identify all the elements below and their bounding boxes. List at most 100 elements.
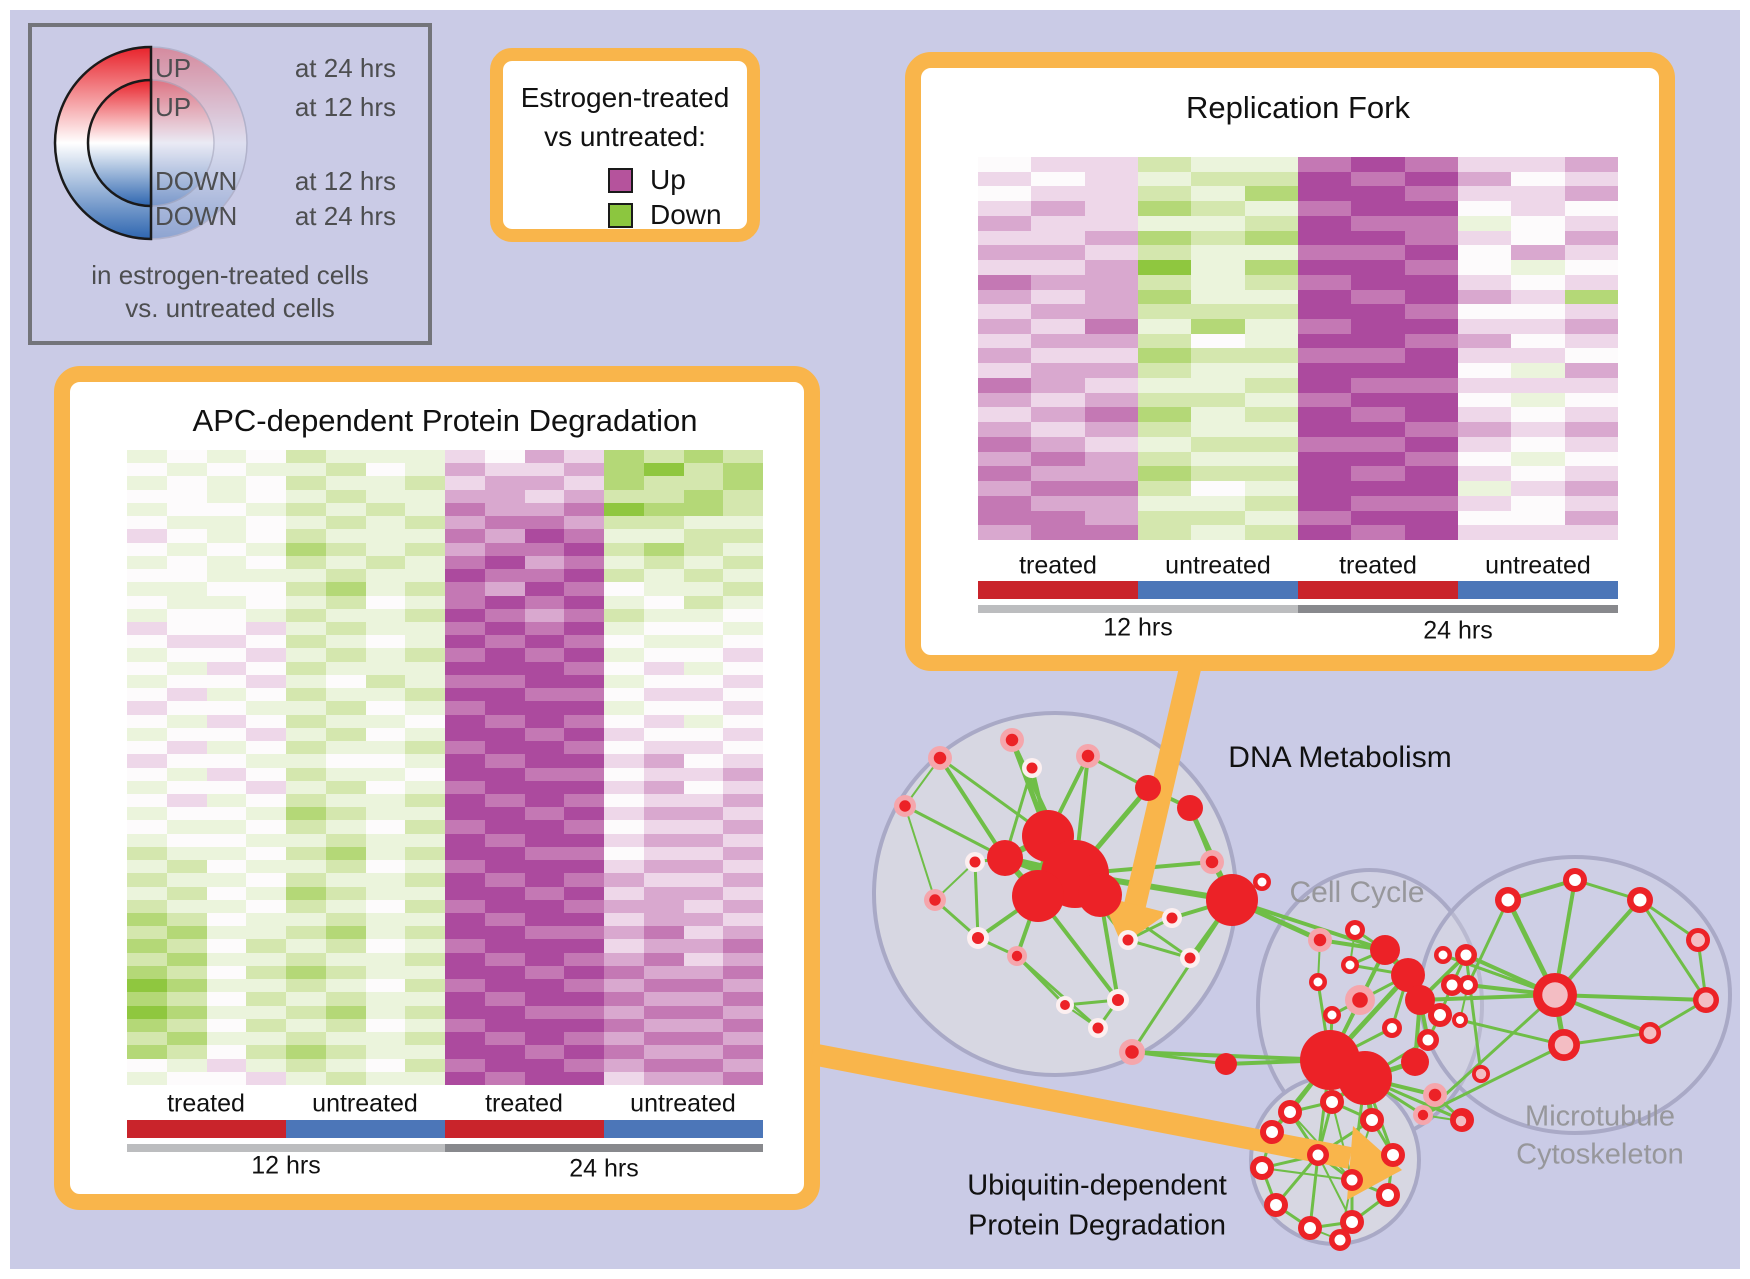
heatmap-cell bbox=[1351, 319, 1405, 334]
heatmap-cell bbox=[206, 635, 247, 649]
heatmap-cell bbox=[683, 450, 724, 464]
heatmap-cell bbox=[1511, 171, 1565, 187]
heatmap-cell bbox=[127, 899, 167, 914]
heatmap-cell bbox=[1404, 245, 1458, 261]
heatmap-cell bbox=[484, 1058, 525, 1072]
heatmap-cell bbox=[325, 886, 366, 900]
heatmap-cell bbox=[365, 463, 406, 477]
heatmap-cell bbox=[484, 701, 525, 715]
heatmap-cell bbox=[1511, 260, 1565, 275]
heatmap-cell bbox=[1244, 348, 1298, 364]
heatmap-cell bbox=[166, 502, 207, 517]
heatmap-cell bbox=[166, 621, 207, 636]
heatmap-cell bbox=[484, 860, 525, 874]
heatmap-cell bbox=[1564, 363, 1618, 378]
heatmap-cell bbox=[1244, 260, 1298, 275]
heatmap-cell bbox=[206, 701, 247, 715]
heatmap-cell bbox=[643, 1045, 684, 1059]
heatmap-cell bbox=[1084, 377, 1138, 393]
heatmap-cell bbox=[405, 661, 445, 675]
heatmap-cell bbox=[246, 542, 286, 556]
heatmap-cell bbox=[643, 860, 684, 874]
heatmap-cell bbox=[445, 1058, 485, 1072]
heatmap-cell bbox=[365, 1018, 406, 1033]
heatmap-cell bbox=[524, 833, 565, 847]
heatmap-cell bbox=[1351, 377, 1405, 393]
heatmap-cell bbox=[1031, 230, 1085, 246]
heatmap-cell bbox=[524, 502, 565, 517]
heatmap-cell bbox=[166, 1058, 207, 1072]
heatmap-cell bbox=[524, 807, 565, 821]
heatmap-cell bbox=[978, 274, 1032, 290]
heatmap-cell bbox=[1511, 245, 1565, 261]
heatmap-cell bbox=[683, 621, 724, 636]
heatmap-cell bbox=[1564, 304, 1618, 320]
heatmap-cell bbox=[286, 952, 326, 966]
heatmap-cell bbox=[166, 965, 207, 980]
heatmap-cell bbox=[978, 363, 1032, 378]
heatmap-cell bbox=[166, 1071, 207, 1085]
heatmap-cell bbox=[1191, 348, 1245, 364]
heatmap-cell bbox=[1297, 451, 1352, 467]
heatmap-cell bbox=[1031, 245, 1085, 261]
heatmap-cell bbox=[604, 502, 644, 517]
heatmap-cell bbox=[1564, 481, 1618, 496]
heatmap-cell bbox=[365, 727, 406, 742]
heatmap-cell bbox=[1351, 215, 1405, 231]
heatmap-cell bbox=[1137, 245, 1192, 261]
heatmap-cell bbox=[1457, 510, 1512, 526]
heatmap-cell bbox=[246, 463, 286, 477]
heatmap-cell bbox=[484, 992, 525, 1006]
heatmap-cell bbox=[604, 595, 644, 609]
heatmap-cell bbox=[524, 1005, 565, 1019]
heatmap-cell bbox=[1404, 392, 1458, 408]
heatmap-cell bbox=[484, 516, 525, 530]
rf-timebar-24 bbox=[1298, 605, 1618, 613]
apc-group-label-3: treated bbox=[485, 1089, 563, 1118]
heatmap-cell bbox=[484, 952, 525, 966]
heatmap-cell bbox=[206, 542, 247, 556]
heatmap-cell bbox=[405, 621, 445, 636]
apc-group-label-4: untreated bbox=[630, 1089, 736, 1118]
heatmap-cell bbox=[405, 450, 445, 464]
heatmap-cell bbox=[1297, 319, 1352, 334]
heatmap-cell bbox=[127, 780, 167, 794]
heatmap-cell bbox=[1297, 304, 1352, 320]
heatmap-cell bbox=[564, 727, 604, 742]
heatmap-cell bbox=[325, 674, 366, 689]
heatmap-cell bbox=[484, 820, 525, 834]
heatmap-cell bbox=[445, 1071, 485, 1085]
heatmap-cell bbox=[564, 846, 604, 861]
ring-legend-graphic bbox=[53, 45, 248, 241]
heatmap-cell bbox=[206, 767, 247, 781]
heatmap-cell bbox=[365, 793, 406, 808]
heatmap-cell bbox=[206, 608, 247, 622]
heatmap-cell bbox=[286, 516, 326, 530]
heatmap-cell bbox=[166, 569, 207, 583]
heatmap-cell bbox=[1297, 274, 1352, 290]
heatmap-cell bbox=[1191, 333, 1245, 349]
heatmap-cell bbox=[286, 476, 326, 490]
heatmap-cell bbox=[604, 542, 644, 556]
heatmap-cell bbox=[643, 926, 684, 940]
heatmap-cell bbox=[286, 807, 326, 821]
heatmap-cell bbox=[723, 873, 763, 887]
heatmap-cell bbox=[524, 608, 565, 622]
heatmap-cell bbox=[206, 846, 247, 861]
heatmap-cell bbox=[643, 516, 684, 530]
heatmap-cell bbox=[1404, 436, 1458, 452]
heatmap-cell bbox=[564, 1045, 604, 1059]
heatmap-cell bbox=[1457, 201, 1512, 216]
heatmap-cell bbox=[1031, 348, 1085, 364]
heatmap-cell bbox=[524, 873, 565, 887]
heatmap-cell bbox=[1351, 171, 1405, 187]
heatmap-cell bbox=[206, 913, 247, 927]
heatmap-cell bbox=[445, 873, 485, 887]
heatmap-cell bbox=[405, 701, 445, 715]
heatmap-cell bbox=[723, 450, 763, 464]
heatmap-cell bbox=[1191, 260, 1245, 275]
heatmap-cell bbox=[564, 674, 604, 689]
cell-cycle-label: Cell Cycle bbox=[1289, 876, 1425, 909]
apc-timebar-24 bbox=[445, 1144, 763, 1152]
heatmap-cell bbox=[978, 422, 1032, 437]
